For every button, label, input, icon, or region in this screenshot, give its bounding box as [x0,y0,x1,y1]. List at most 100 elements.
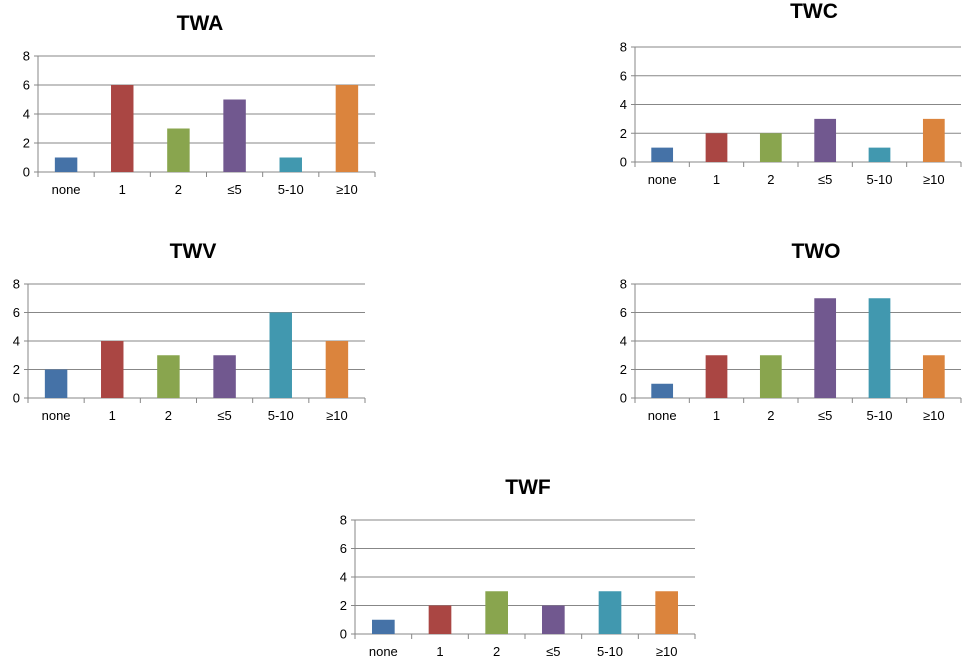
bar [428,605,452,634]
chart-svg: TWV 0 2 4 6 8 none 1 2 ≤5 5-10 ≥10 [13,240,366,423]
x-tick-label: 2 [493,644,500,659]
x-tick-label: ≤5 [227,182,241,197]
bar [167,128,190,172]
bar [111,85,134,172]
x-tick-label: 5-10 [268,408,294,423]
y-tick-label: 6 [13,305,20,320]
y-tick-label: 2 [23,136,30,151]
y-tick-label: 2 [620,126,627,141]
chart-svg: TWO 0 2 4 6 8 none 1 2 ≤5 5-10 ≥10 [620,240,962,423]
bar [655,591,678,634]
chart-two: TWO 0 2 4 6 8 none 1 2 ≤5 5-10 ≥10 [600,235,963,435]
bar [223,99,246,172]
y-tick-label: 4 [620,97,627,112]
x-tick-label: 1 [119,182,126,197]
x-tick-label: 1 [436,644,443,659]
bar [598,591,622,634]
x-tick-label: ≤5 [818,172,832,187]
y-tick-label: 8 [620,277,627,292]
bar [651,147,674,162]
x-tick-label: 5-10 [866,408,892,423]
bar [101,341,124,398]
x-tick-label: 5-10 [278,182,304,197]
bar [44,369,68,398]
y-tick-label: 4 [340,570,347,585]
y-tick-label: 2 [620,362,627,377]
bar [759,355,782,398]
bar [814,118,837,162]
bar [922,118,945,162]
bar [922,355,945,398]
x-tick-label: ≥10 [336,182,358,197]
y-tick-label: 4 [13,334,20,349]
bar [868,298,891,398]
y-tick-label: 2 [13,362,20,377]
y-tick-label: 6 [340,541,347,556]
chart-twa: TWA 0 2 4 6 8 none 1 2 ≤5 5-10 ≥10 [0,0,380,210]
bar [814,298,837,398]
y-tick-label: 4 [23,107,30,122]
bar [325,341,349,398]
bar [157,355,180,398]
x-tick-label: 2 [767,172,774,187]
chart-svg: TWF 0 2 4 6 8 none 1 2 ≤5 5-10 ≥10 [340,476,696,659]
chart-title: TWC [790,0,838,23]
bar [279,157,302,172]
y-tick-label: 0 [620,155,627,170]
x-tick-label: 5-10 [866,172,892,187]
x-tick-label: ≥10 [923,408,945,423]
bar [372,619,395,634]
x-tick-label: 1 [713,172,720,187]
chart-twc: TWC 0 2 4 6 8 none 1 2 ≤5 5-10 ≥10 [600,0,963,210]
chart-twv: TWV 0 2 4 6 8 none 1 2 ≤5 5-10 ≥10 [0,235,380,435]
x-tick-label: none [369,644,398,659]
bar [54,157,78,172]
bar [335,85,359,172]
x-tick-label: ≥10 [923,172,945,187]
x-tick-label: 2 [175,182,182,197]
x-tick-label: 2 [165,408,172,423]
y-tick-label: 8 [13,277,20,292]
y-tick-label: 8 [620,40,627,55]
y-tick-label: 4 [620,334,627,349]
y-tick-label: 6 [620,68,627,83]
x-tick-label: none [648,172,677,187]
bar [651,383,674,398]
chart-title: TWO [792,240,841,263]
x-tick-label: 2 [767,408,774,423]
y-tick-label: 8 [23,49,30,64]
bar [213,355,236,398]
x-tick-label: ≤5 [818,408,832,423]
x-tick-label: none [52,182,81,197]
y-tick-label: 6 [23,78,30,93]
y-tick-label: 0 [620,391,627,406]
x-tick-label: ≤5 [217,408,231,423]
x-tick-label: 1 [713,408,720,423]
chart-twf: TWF 0 2 4 6 8 none 1 2 ≤5 5-10 ≥10 [330,468,710,664]
bar [485,591,508,634]
bar [759,133,782,162]
y-tick-label: 0 [340,627,347,642]
y-tick-label: 0 [23,165,30,180]
chart-svg: TWC 0 2 4 6 8 none 1 2 ≤5 5-10 ≥10 [620,0,962,187]
y-tick-label: 2 [340,598,347,613]
bar [542,605,565,634]
bar [705,133,728,162]
bar [269,312,292,398]
y-tick-label: 0 [13,391,20,406]
x-tick-label: 5-10 [597,644,623,659]
x-tick-label: none [648,408,677,423]
chart-title: TWF [505,476,551,499]
y-tick-label: 6 [620,305,627,320]
x-tick-label: none [42,408,71,423]
chart-title: TWA [177,12,224,35]
x-tick-label: ≥10 [326,408,348,423]
bar [868,147,891,162]
bar [705,355,728,398]
x-tick-label: 1 [109,408,116,423]
x-tick-label: ≤5 [546,644,560,659]
chart-title: TWV [170,240,217,263]
chart-svg: TWA 0 2 4 6 8 none 1 2 ≤5 5-10 ≥10 [23,12,376,197]
y-tick-label: 8 [340,513,347,528]
x-tick-label: ≥10 [656,644,678,659]
